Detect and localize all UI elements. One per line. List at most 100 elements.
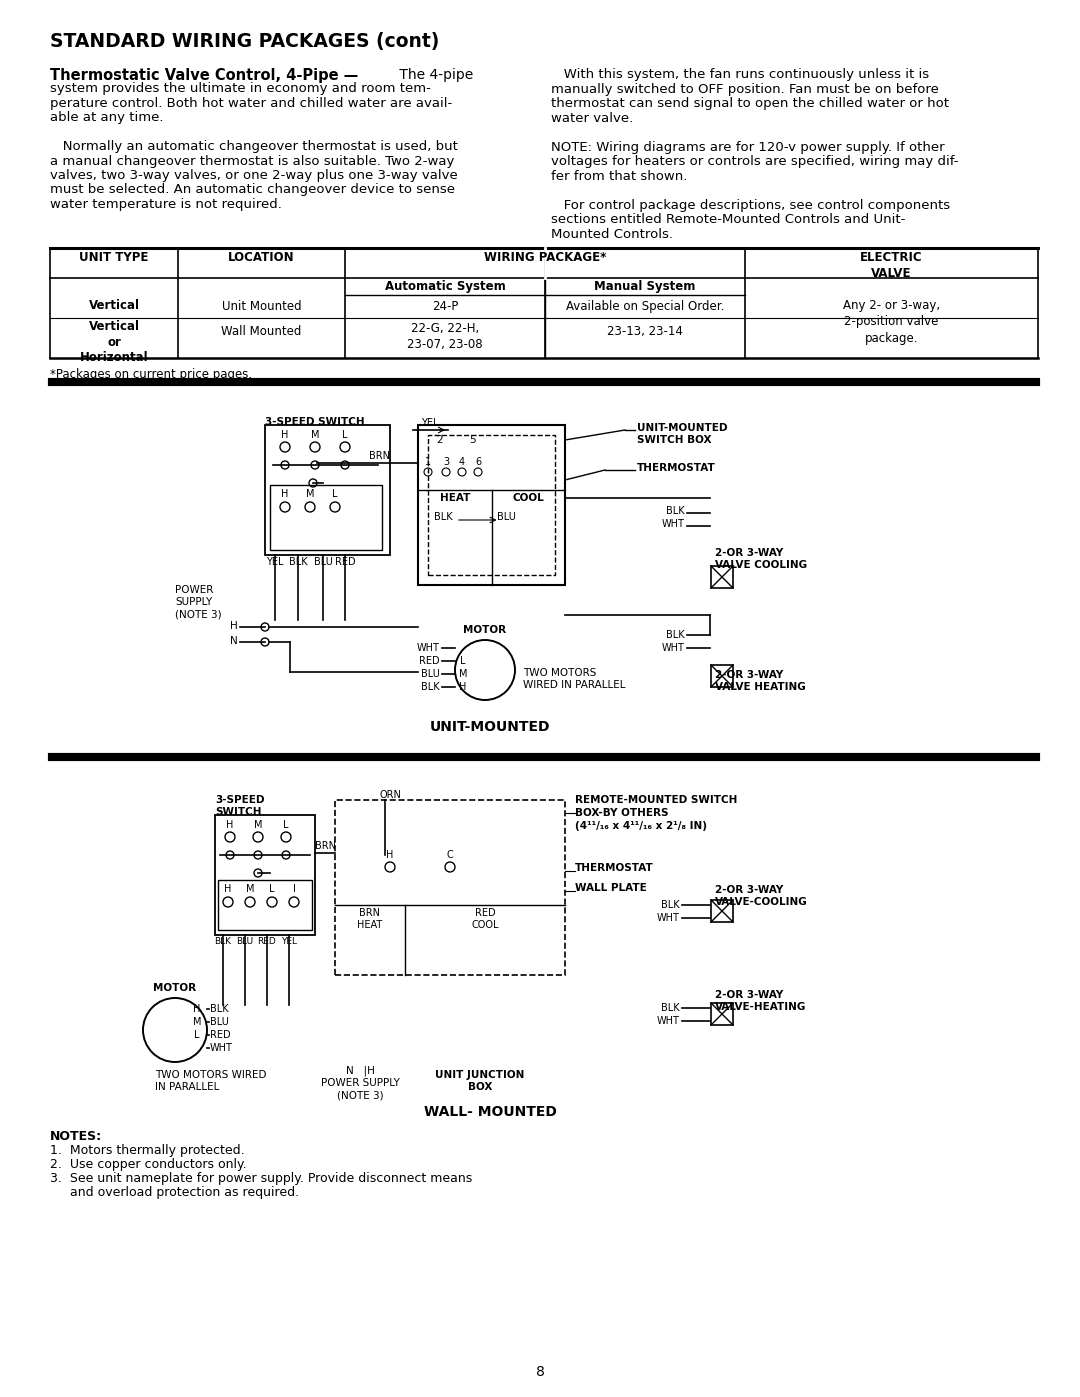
Text: Vertical: Vertical [89,299,139,312]
Text: YEL: YEL [267,557,284,567]
Circle shape [281,461,289,469]
Circle shape [341,461,349,469]
Text: BRN
HEAT: BRN HEAT [357,908,382,929]
Text: 4: 4 [459,457,465,467]
Text: NOTE: Wiring diagrams are for 120-v power supply. If other: NOTE: Wiring diagrams are for 120-v powe… [551,141,945,154]
Text: WHT: WHT [662,643,685,652]
Text: WHT: WHT [210,1044,233,1053]
Text: BLU: BLU [210,1017,229,1027]
Text: POWER
SUPPLY
(NOTE 3): POWER SUPPLY (NOTE 3) [175,585,221,620]
Text: H: H [459,682,467,692]
Text: H: H [193,1004,201,1014]
Text: BLK: BLK [421,682,440,692]
Bar [215,814,315,935]
Text: With this system, the fan runs continuously unless it is: With this system, the fan runs continuou… [551,68,929,81]
Text: sections entitled Remote-Mounted Controls and Unit-: sections entitled Remote-Mounted Control… [551,212,905,226]
Text: valves, two 3-way valves, or one 2-way plus one 3-way valve: valves, two 3-way valves, or one 2-way p… [50,169,458,182]
Text: WHT: WHT [657,1016,680,1025]
Text: BLK: BLK [661,900,680,909]
Text: UNIT-MOUNTED: UNIT-MOUNTED [430,719,550,733]
Text: water valve.: water valve. [551,112,633,124]
Text: RED
COOL: RED COOL [471,908,499,929]
Text: M: M [246,884,254,894]
Text: 2-OR 3-WAY
VALVE-COOLING: 2-OR 3-WAY VALVE-COOLING [715,886,808,908]
Text: N   |H
POWER SUPPLY
(NOTE 3): N |H POWER SUPPLY (NOTE 3) [321,1065,400,1101]
Circle shape [309,479,318,488]
Text: BLU: BLU [237,937,254,946]
Text: BLK: BLK [666,506,685,515]
Text: M: M [254,820,262,830]
Text: 3: 3 [443,457,449,467]
Text: BLK: BLK [215,937,231,946]
Text: UNIT JUNCTION
BOX: UNIT JUNCTION BOX [435,1070,525,1092]
Bar [270,485,382,550]
Bar [711,1003,733,1025]
Circle shape [254,851,262,859]
Bar [218,880,312,930]
Text: 2-OR 3-WAY
VALVE-HEATING: 2-OR 3-WAY VALVE-HEATING [715,990,807,1013]
Text: a manual changeover thermostat is also suitable. Two 2-way: a manual changeover thermostat is also s… [50,155,455,168]
Text: 3-SPEED SWITCH: 3-SPEED SWITCH [265,416,365,427]
Text: BLK: BLK [434,511,453,522]
Text: N: N [230,636,238,645]
Text: 5: 5 [470,434,476,446]
Text: MOTOR: MOTOR [463,624,507,636]
Text: Manual System: Manual System [594,279,696,293]
Text: voltages for heaters or controls are specified, wiring may dif-: voltages for heaters or controls are spe… [551,155,959,168]
Text: perature control. Both hot water and chilled water are avail-: perature control. Both hot water and chi… [50,96,453,109]
Circle shape [254,869,262,877]
Text: ORN: ORN [380,789,402,800]
Text: The 4-pipe: The 4-pipe [395,68,473,82]
Text: WALL PLATE: WALL PLATE [575,883,647,893]
Text: water temperature is not required.: water temperature is not required. [50,198,282,211]
Text: BLK: BLK [288,557,308,567]
Text: YEL: YEL [421,418,438,427]
Text: REMOTE-MOUNTED SWITCH
BOX-BY OTHERS
(4¹¹/₁₆ x 4¹¹/₁₆ x 2¹/₈ IN): REMOTE-MOUNTED SWITCH BOX-BY OTHERS (4¹¹… [575,795,738,831]
Text: thermostat can send signal to open the chilled water or hot: thermostat can send signal to open the c… [551,96,949,110]
Text: L: L [194,1030,200,1039]
Text: H: H [387,849,394,861]
Text: RED: RED [335,557,355,567]
Text: 2-OR 3-WAY
VALVE HEATING: 2-OR 3-WAY VALVE HEATING [715,671,806,693]
Text: Normally an automatic changeover thermostat is used, but: Normally an automatic changeover thermos… [50,140,458,154]
Text: MOTOR: MOTOR [153,983,197,993]
Text: BLU: BLU [498,511,516,522]
Circle shape [311,461,319,469]
Text: L: L [283,820,288,830]
Text: system provides the ultimate in economy and room tem-: system provides the ultimate in economy … [50,82,431,95]
Bar [418,425,565,585]
Bar [335,800,565,975]
Text: BLK: BLK [661,1003,680,1013]
Text: COOL: COOL [512,493,544,503]
Text: able at any time.: able at any time. [50,110,163,124]
Text: 23-13, 23-14: 23-13, 23-14 [607,326,683,338]
Circle shape [282,851,291,859]
Text: TWO MOTORS
WIRED IN PARALLEL: TWO MOTORS WIRED IN PARALLEL [523,668,625,690]
Text: I: I [293,884,296,894]
Text: Mounted Controls.: Mounted Controls. [551,228,673,240]
Text: ELECTRIC
VALVE: ELECTRIC VALVE [860,251,922,279]
Text: 24-P: 24-P [432,300,458,313]
Text: THERMOSTAT: THERMOSTAT [637,462,716,474]
Text: and overload protection as required.: and overload protection as required. [50,1186,299,1199]
Text: L: L [333,489,338,499]
Text: TWO MOTORS WIRED
IN PARALLEL: TWO MOTORS WIRED IN PARALLEL [156,1070,267,1092]
Text: 1: 1 [424,457,431,467]
Text: L: L [342,430,348,440]
Text: Automatic System: Automatic System [384,279,505,293]
Text: WHT: WHT [657,914,680,923]
Text: HEAT: HEAT [440,493,470,503]
Text: BLK: BLK [666,630,685,640]
Text: must be selected. An automatic changeover device to sense: must be selected. An automatic changeove… [50,183,455,197]
Text: H: H [281,430,288,440]
Text: BRN: BRN [369,451,391,461]
Text: UNIT-MOUNTED
SWITCH BOX: UNIT-MOUNTED SWITCH BOX [637,423,728,446]
Text: Wall Mounted: Wall Mounted [221,326,301,338]
Bar [711,566,733,588]
Circle shape [226,851,234,859]
Text: M: M [459,669,468,679]
Text: L: L [269,884,274,894]
Text: THERMOSTAT: THERMOSTAT [575,863,653,873]
Text: Vertical
or
Horizontal: Vertical or Horizontal [80,320,148,365]
Text: BLK: BLK [210,1004,229,1014]
